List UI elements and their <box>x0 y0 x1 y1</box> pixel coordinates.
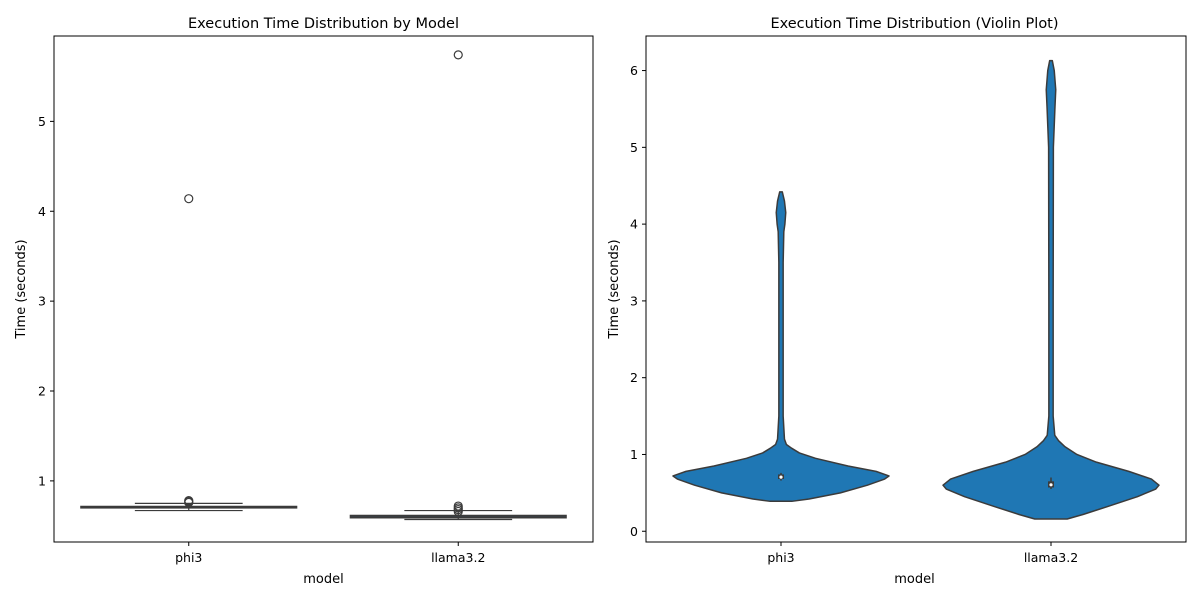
y-tick-label: 0 <box>630 524 638 539</box>
x-tick-label: phi3 <box>175 550 202 565</box>
y-tick-label: 1 <box>38 473 46 488</box>
box-plot-panel: Execution Time Distribution by Model 1 2 3… <box>14 16 594 587</box>
box-plot-x-axis: phi3 llama3.2 <box>175 542 485 565</box>
x-tick-label: phi3 <box>767 550 794 565</box>
box-plot-x-label: model <box>303 572 343 587</box>
y-tick-label: 1 <box>630 447 638 462</box>
box-plot-marks <box>80 50 567 521</box>
box-plot-y-label: Time (seconds) <box>14 239 29 339</box>
box-outlier <box>184 194 194 204</box>
y-tick-label: 4 <box>630 217 638 232</box>
box-plot-y-axis: 1 2 3 4 5 <box>38 114 54 488</box>
y-tick-label: 6 <box>630 63 638 78</box>
y-tick-label: 5 <box>38 114 46 129</box>
x-tick-label: llama3.2 <box>431 550 485 565</box>
y-tick-label: 3 <box>38 294 46 309</box>
violin-body <box>942 59 1160 520</box>
violin-body <box>672 191 890 503</box>
y-tick-label: 4 <box>38 204 46 219</box>
y-tick-label: 3 <box>630 293 638 308</box>
violin-plot-panel: Execution Time Distribution (Violin Plot… <box>607 16 1187 587</box>
x-tick-label: llama3.2 <box>1024 550 1078 565</box>
violin-median <box>779 475 783 479</box>
box-outlier <box>453 50 463 60</box>
violin-plot-marks <box>672 59 1160 520</box>
violin-plot-title: Execution Time Distribution (Violin Plot… <box>770 16 1058 32</box>
box-plot-title: Execution Time Distribution by Model <box>188 16 459 32</box>
violin-plot-frame <box>645 35 1187 543</box>
violin-plot-y-label: Time (seconds) <box>607 239 622 339</box>
violin-plot-x-axis: phi3 llama3.2 <box>767 542 1078 565</box>
y-tick-label: 2 <box>630 370 638 385</box>
violin-plot-x-label: model <box>894 572 934 587</box>
box-plot-frame <box>53 35 594 543</box>
y-tick-label: 2 <box>38 384 46 399</box>
y-tick-label: 5 <box>630 140 638 155</box>
violin-median <box>1049 483 1053 487</box>
box-outlier <box>453 501 463 511</box>
box-outlier <box>184 496 194 506</box>
violin-plot-y-axis: 0 1 2 3 4 5 6 <box>630 63 646 539</box>
